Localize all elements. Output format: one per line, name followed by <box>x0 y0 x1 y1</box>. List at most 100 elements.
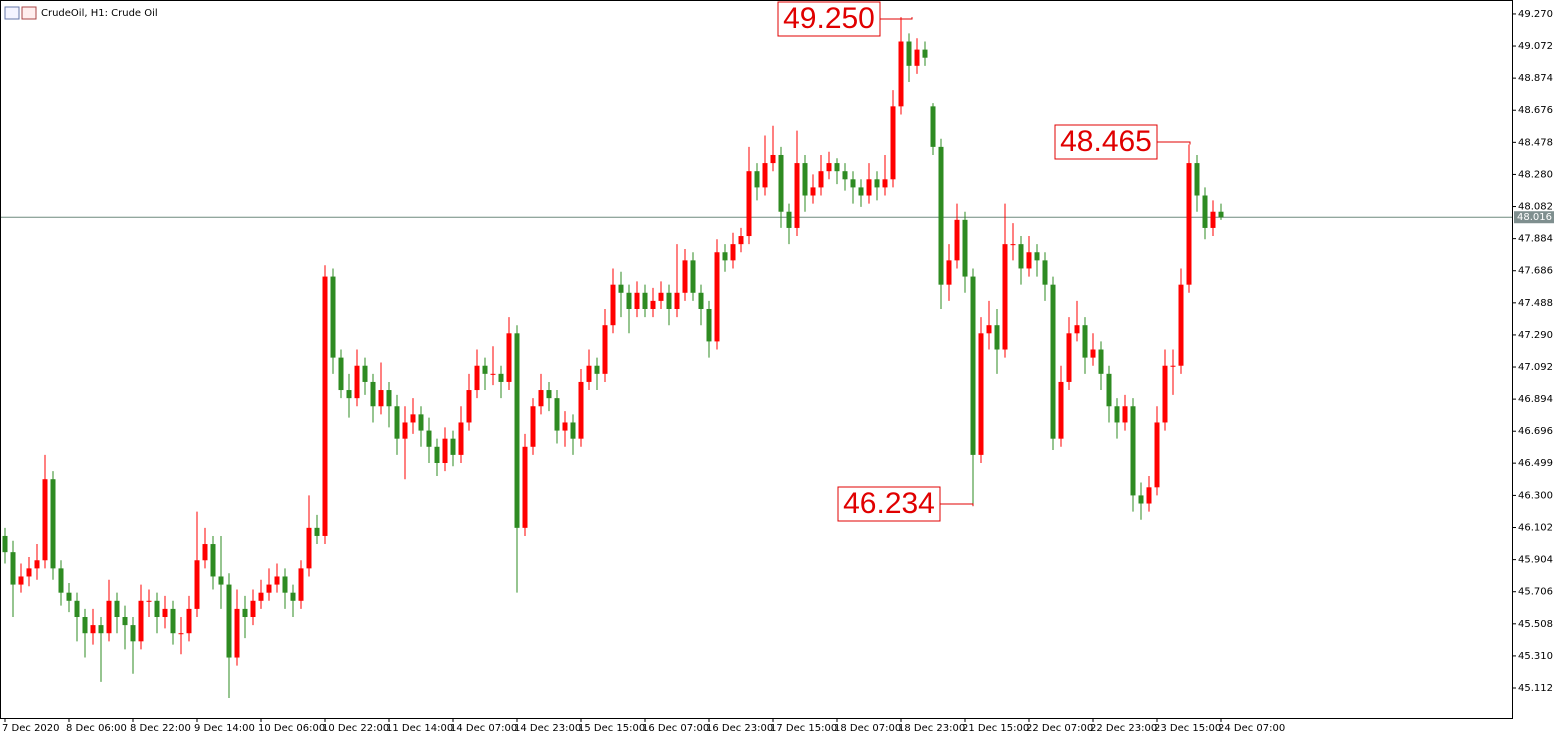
candle-body <box>10 552 16 585</box>
candle-body <box>1042 260 1048 285</box>
candle-body <box>1170 365 1176 367</box>
candle-body <box>306 527 312 569</box>
candle-body <box>690 260 696 293</box>
icon <box>4 6 20 20</box>
candle-body <box>466 390 472 423</box>
candle-body <box>898 41 904 107</box>
candle-body <box>50 479 56 569</box>
candle-body <box>490 373 496 375</box>
annotation-box <box>1054 124 1158 160</box>
x-tick-label: 8 Dec 22:00 <box>130 723 191 734</box>
candle-body <box>674 292 680 309</box>
y-tick-label: 47.092 <box>1518 362 1553 373</box>
candle-body <box>834 163 840 172</box>
candle-body <box>818 171 824 188</box>
candle-body <box>1218 211 1224 218</box>
candle-body <box>210 544 216 577</box>
candle-body <box>978 333 984 455</box>
symbol-icons <box>4 6 37 20</box>
y-tick-label: 47.884 <box>1518 234 1553 245</box>
candle-body <box>1010 244 1016 246</box>
candle-body <box>34 560 40 569</box>
candle-body <box>386 390 392 407</box>
candle-body <box>930 106 936 147</box>
candle-body <box>1194 163 1200 196</box>
annotation-connector <box>940 503 974 507</box>
y-tick-label: 47.686 <box>1518 266 1553 277</box>
candle-body <box>778 154 784 212</box>
candle-body <box>1210 211 1216 228</box>
candle-body <box>570 422 576 439</box>
x-tick-label: 9 Dec 14:00 <box>194 723 255 734</box>
candle-body <box>242 608 248 618</box>
candle-body <box>650 300 656 309</box>
x-tick-label: 22 Dec 07:00 <box>1026 723 1093 734</box>
y-tick-label: 48.874 <box>1518 73 1553 84</box>
candle-body <box>1058 381 1064 439</box>
candle-body <box>194 560 200 609</box>
y-tick-label: 45.508 <box>1518 619 1553 630</box>
y-tick-label: 45.112 <box>1518 683 1553 694</box>
candle-body <box>546 390 552 399</box>
candle-body <box>1026 252 1032 269</box>
candle-body <box>258 592 264 601</box>
candle-body <box>402 422 408 439</box>
candle-body <box>98 625 104 634</box>
candle-body <box>850 179 856 188</box>
y-tick-label: 45.310 <box>1518 651 1553 662</box>
x-tick-label: 10 Dec 22:00 <box>322 723 389 734</box>
candle-body <box>658 292 664 301</box>
candle-body <box>1082 325 1088 358</box>
candle-body <box>706 308 712 342</box>
candle-body <box>506 333 512 382</box>
candle-body <box>794 163 800 228</box>
candle-body <box>874 179 880 188</box>
candle-body <box>802 163 808 196</box>
candle-body <box>866 179 872 196</box>
annotation-label: 46.234 <box>843 487 935 520</box>
candle-body <box>562 422 568 431</box>
candle-body <box>970 276 976 455</box>
candle-body <box>162 608 168 618</box>
candle-body <box>498 373 504 382</box>
candle-body <box>730 244 736 261</box>
candle-body <box>482 365 488 374</box>
candle-body <box>626 292 632 309</box>
y-tick-label: 48.676 <box>1518 105 1553 116</box>
candle-body <box>378 390 384 407</box>
candle-body <box>314 527 320 536</box>
y-tick-label: 47.488 <box>1518 298 1553 309</box>
x-tick-label: 14 Dec 23:00 <box>514 723 581 734</box>
candle-body <box>1154 422 1160 488</box>
candle-body <box>354 365 360 399</box>
candle-body <box>786 211 792 228</box>
candle-body <box>954 219 960 261</box>
candle-body <box>58 568 64 593</box>
x-tick-label: 14 Dec 07:00 <box>450 723 517 734</box>
candle-body <box>882 179 888 188</box>
candle-body <box>698 292 704 309</box>
candle-body <box>290 592 296 601</box>
y-tick-label: 46.102 <box>1518 523 1553 534</box>
candle-body <box>634 292 640 309</box>
candle-body <box>1106 373 1112 407</box>
candle-body <box>842 171 848 180</box>
candle-body <box>178 633 184 635</box>
y-tick-label: 46.696 <box>1518 426 1553 437</box>
candle-body <box>74 600 80 618</box>
candle-body <box>938 146 944 285</box>
candle-body <box>1050 284 1056 439</box>
candle-body <box>1162 365 1168 423</box>
x-tick-label: 7 Dec 2020 <box>2 723 60 734</box>
candle-body <box>346 390 352 399</box>
candle-body <box>714 252 720 342</box>
x-tick-label: 18 Dec 07:00 <box>834 723 901 734</box>
candle-body <box>994 325 1000 350</box>
candle-body <box>234 608 240 658</box>
candle-body <box>370 381 376 407</box>
candle-body <box>298 568 304 601</box>
candle-body <box>770 154 776 164</box>
candle-body <box>738 236 744 245</box>
candle-body <box>858 187 864 196</box>
candle-body <box>530 406 536 447</box>
